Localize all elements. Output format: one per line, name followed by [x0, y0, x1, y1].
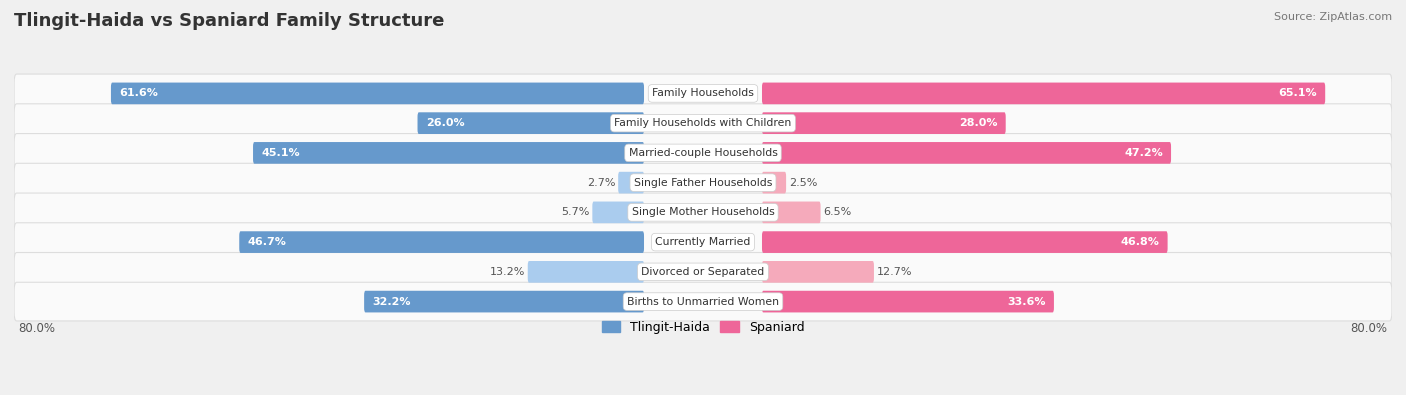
FancyBboxPatch shape [592, 201, 644, 223]
Text: 80.0%: 80.0% [18, 322, 55, 335]
Text: 2.7%: 2.7% [586, 178, 616, 188]
Text: Family Households with Children: Family Households with Children [614, 118, 792, 128]
Text: Births to Unmarried Women: Births to Unmarried Women [627, 297, 779, 307]
FancyBboxPatch shape [14, 252, 1392, 291]
Text: Tlingit-Haida vs Spaniard Family Structure: Tlingit-Haida vs Spaniard Family Structu… [14, 12, 444, 30]
Legend: Tlingit-Haida, Spaniard: Tlingit-Haida, Spaniard [598, 317, 808, 338]
FancyBboxPatch shape [418, 112, 644, 134]
FancyBboxPatch shape [762, 172, 786, 194]
FancyBboxPatch shape [762, 231, 1167, 253]
Text: 32.2%: 32.2% [373, 297, 411, 307]
FancyBboxPatch shape [762, 291, 1054, 312]
Text: 61.6%: 61.6% [120, 88, 157, 98]
Text: 2.5%: 2.5% [789, 178, 817, 188]
FancyBboxPatch shape [14, 104, 1392, 143]
Text: Single Father Households: Single Father Households [634, 178, 772, 188]
FancyBboxPatch shape [364, 291, 644, 312]
FancyBboxPatch shape [14, 223, 1392, 261]
Text: Single Mother Households: Single Mother Households [631, 207, 775, 217]
FancyBboxPatch shape [762, 112, 1005, 134]
Text: Married-couple Households: Married-couple Households [628, 148, 778, 158]
Text: Currently Married: Currently Married [655, 237, 751, 247]
FancyBboxPatch shape [253, 142, 644, 164]
Text: 6.5%: 6.5% [824, 207, 852, 217]
FancyBboxPatch shape [14, 134, 1392, 172]
FancyBboxPatch shape [762, 261, 875, 283]
Text: Source: ZipAtlas.com: Source: ZipAtlas.com [1274, 12, 1392, 22]
Text: 65.1%: 65.1% [1278, 88, 1317, 98]
Text: 12.7%: 12.7% [877, 267, 912, 277]
Text: 46.7%: 46.7% [247, 237, 287, 247]
FancyBboxPatch shape [762, 142, 1171, 164]
FancyBboxPatch shape [14, 163, 1392, 202]
Text: 47.2%: 47.2% [1125, 148, 1163, 158]
Text: Family Households: Family Households [652, 88, 754, 98]
FancyBboxPatch shape [111, 83, 644, 104]
FancyBboxPatch shape [762, 83, 1326, 104]
Text: 80.0%: 80.0% [1351, 322, 1388, 335]
Text: 45.1%: 45.1% [262, 148, 299, 158]
FancyBboxPatch shape [239, 231, 644, 253]
FancyBboxPatch shape [14, 193, 1392, 232]
FancyBboxPatch shape [527, 261, 644, 283]
Text: Divorced or Separated: Divorced or Separated [641, 267, 765, 277]
Text: 33.6%: 33.6% [1007, 297, 1046, 307]
Text: 46.8%: 46.8% [1121, 237, 1160, 247]
Text: 13.2%: 13.2% [489, 267, 524, 277]
FancyBboxPatch shape [14, 74, 1392, 113]
FancyBboxPatch shape [14, 282, 1392, 321]
Text: 26.0%: 26.0% [426, 118, 464, 128]
Text: 28.0%: 28.0% [959, 118, 997, 128]
FancyBboxPatch shape [762, 201, 821, 223]
FancyBboxPatch shape [619, 172, 644, 194]
Text: 5.7%: 5.7% [561, 207, 589, 217]
